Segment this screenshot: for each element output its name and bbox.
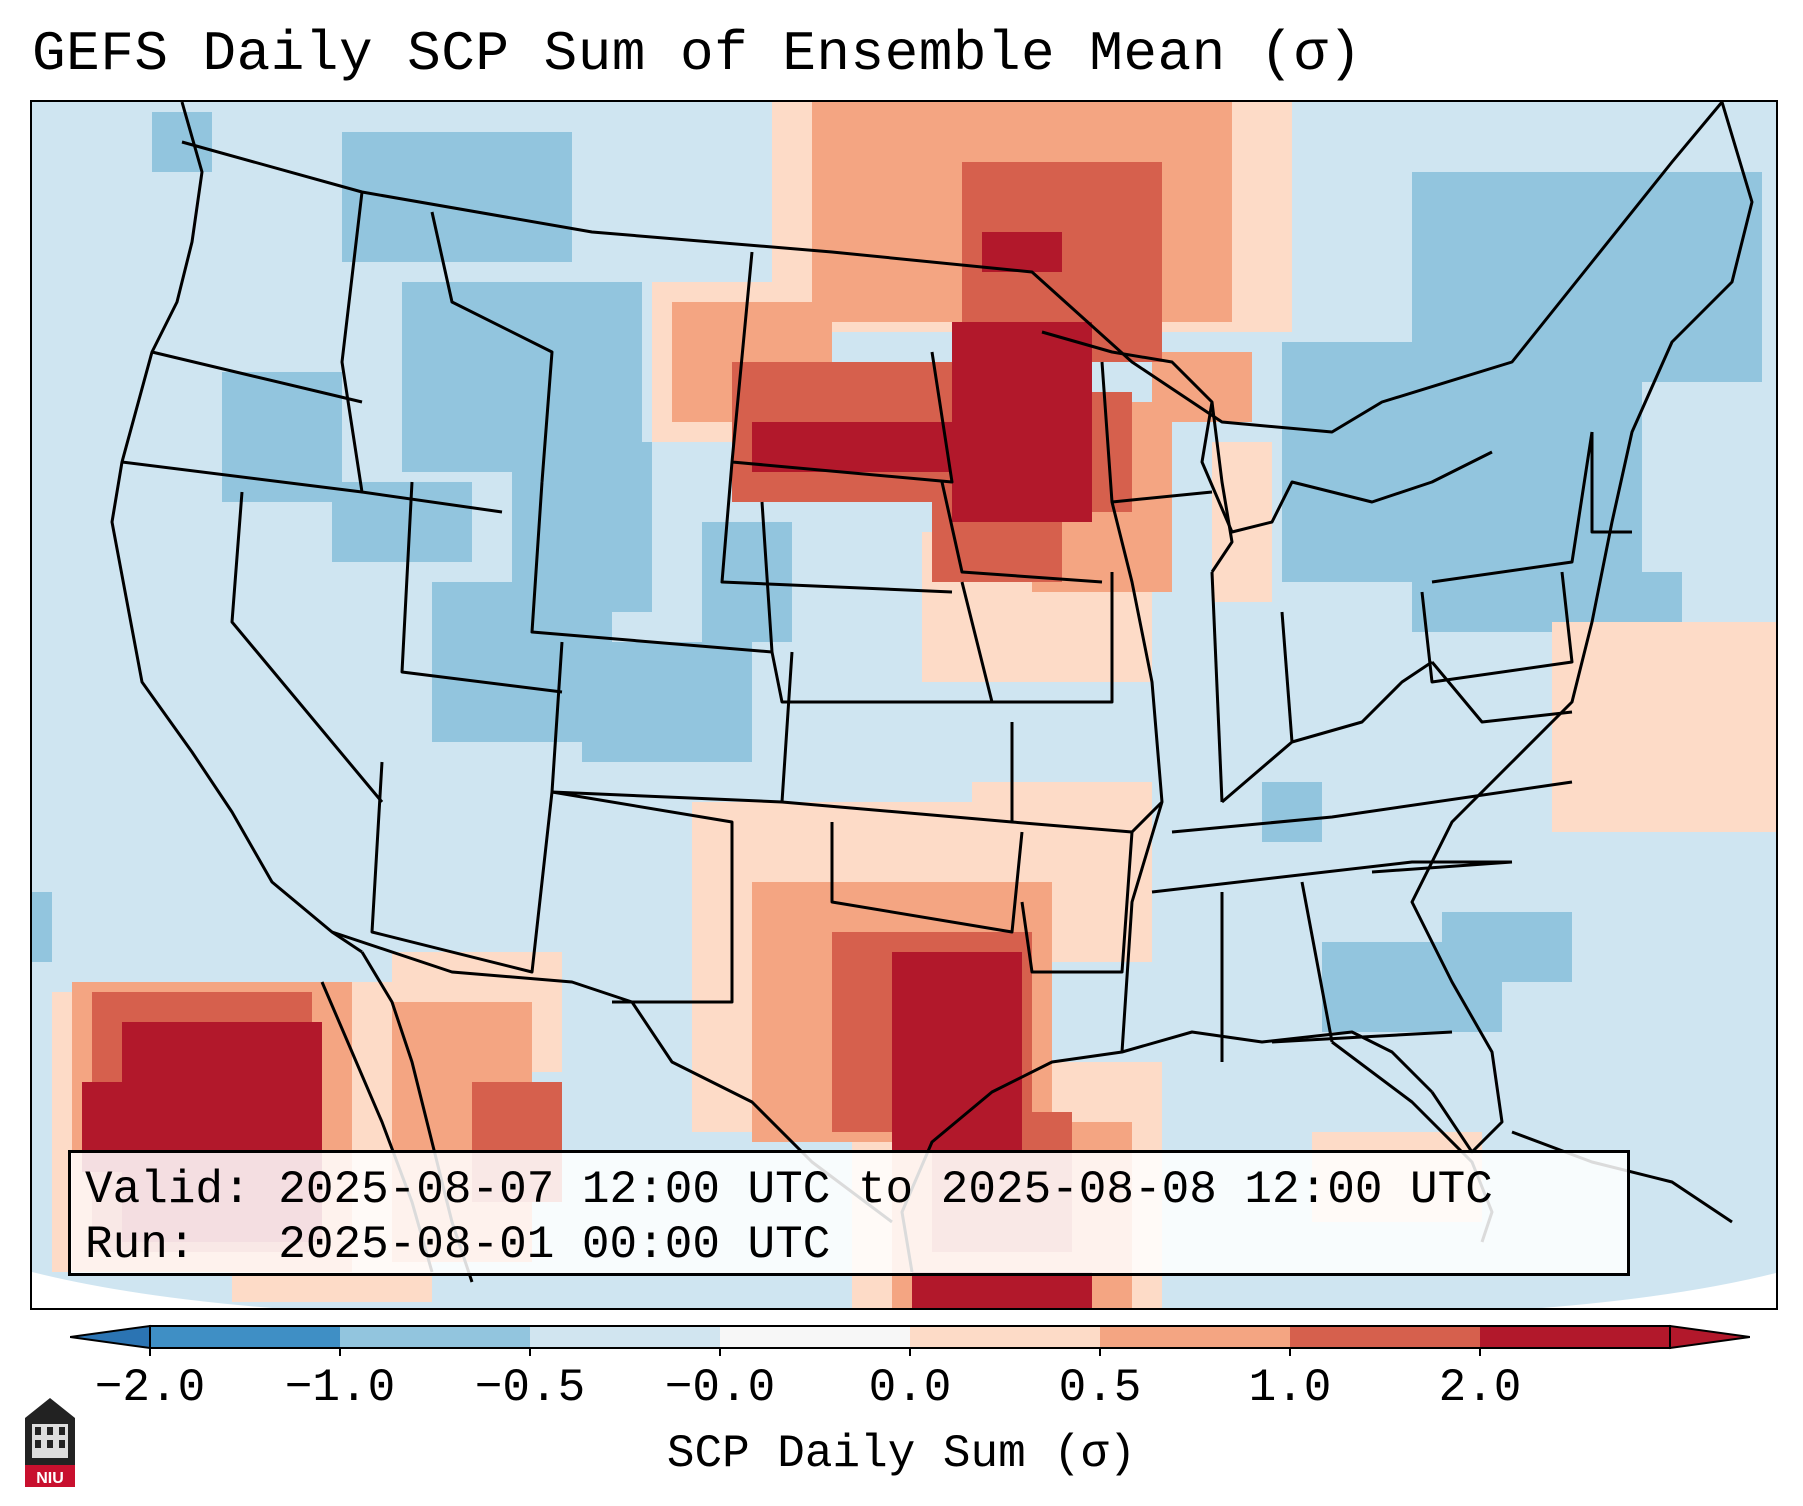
us-west-coastline — [110, 102, 363, 954]
state-line-wa-or — [151, 350, 363, 404]
colorbar-label: SCP Daily Sum (σ) — [666, 1428, 1137, 1480]
us-canada-border — [181, 102, 1724, 434]
state-line-sc-nc — [1371, 860, 1513, 874]
colorbar-tick-label: 1.0 — [1248, 1362, 1332, 1414]
colorbar-tick-label: 0.5 — [1058, 1362, 1142, 1414]
state-line-ohio-river — [1221, 660, 1433, 804]
state-line-ok-tx — [830, 822, 1024, 934]
state-line-ia-mo — [960, 572, 1114, 704]
valid-label: Valid: — [85, 1164, 251, 1216]
colorbar-segment — [1100, 1326, 1291, 1348]
colorbar-segment — [530, 1326, 721, 1348]
colorbar-segment — [1290, 1326, 1481, 1348]
map-title: GEFS Daily SCP Sum of Ensemble Mean (σ) — [32, 22, 1363, 86]
state-line-or-ca — [121, 460, 363, 494]
colorbar-extend-high — [1669, 1324, 1750, 1350]
state-line-in-oh — [1280, 611, 1294, 743]
run-label: Run: — [85, 1219, 251, 1271]
cuba-outline — [1511, 1130, 1733, 1224]
colorbar — [70, 1324, 1750, 1356]
state-line-ne-ks — [770, 651, 1002, 704]
valid-time-range: 2025-08-07 12:00 UTC to 2025-08-08 12:00… — [278, 1164, 1493, 1216]
state-line-il-in — [1210, 571, 1224, 803]
colorbar-extend-low — [70, 1324, 151, 1350]
colorbar-tick-label: 0.0 — [868, 1362, 952, 1414]
state-line-ar-la — [1020, 831, 1134, 974]
colorbar-segment — [910, 1326, 1101, 1348]
validity-info-box: Valid: 2025-08-07 12:00 UTC to 2025-08-0… — [68, 1150, 1630, 1276]
colorbar-tick-label: −0.5 — [474, 1362, 586, 1414]
university-building-icon: NIU — [25, 1398, 75, 1487]
run-time: 2025-08-01 00:00 UTC — [278, 1219, 831, 1271]
colorbar-segment — [720, 1326, 911, 1348]
colorbar-tick-label: −1.0 — [284, 1362, 396, 1414]
map-svg — [32, 102, 1776, 1308]
state-line-wi-il — [1111, 490, 1213, 504]
state-line-nv-ut — [400, 481, 563, 694]
map-panel — [30, 100, 1778, 1310]
projection-edge-left — [32, 1272, 273, 1308]
colorbar-tick-label: −2.0 — [94, 1362, 206, 1414]
state-line-mt — [430, 211, 554, 483]
state-line-tn-al — [1151, 860, 1512, 894]
state-line-ut-co — [550, 641, 794, 804]
colorbar-segment — [1480, 1326, 1671, 1348]
state-line-sd-ne — [720, 461, 953, 594]
projection-edge-right — [1541, 1272, 1776, 1308]
state-line-dakotas — [730, 251, 954, 484]
state-line-va — [1430, 661, 1573, 724]
colorbar-segment — [150, 1326, 341, 1348]
state-line-wy — [530, 481, 774, 654]
state-line-id — [340, 191, 503, 514]
state-line-nm-tx — [551, 790, 734, 1004]
us-east-coastline — [1410, 102, 1754, 1154]
state-line-ca-nv — [230, 491, 384, 803]
state-line-az-nm — [370, 761, 554, 974]
logo-text: NIU — [36, 1470, 64, 1487]
state-line-pa — [1420, 571, 1574, 684]
colorbar-tick-label: −0.0 — [664, 1362, 776, 1414]
colorbar-segment — [340, 1326, 531, 1348]
state-line-al-ga — [1300, 881, 1334, 1043]
state-line-ga-fl — [1271, 1030, 1453, 1044]
state-line-new-england — [1590, 432, 1632, 534]
state-line-ky-tn — [1171, 780, 1573, 834]
colorbar-tick-label: 2.0 — [1438, 1362, 1522, 1414]
political-boundaries — [110, 102, 1754, 1283]
negative-anomaly-areas — [32, 112, 1762, 1032]
lake-michigan-shore — [1210, 401, 1234, 573]
great-lakes-shore — [1041, 330, 1493, 534]
state-line-ny — [1431, 431, 1594, 584]
state-line-mn-ia — [940, 481, 1103, 584]
